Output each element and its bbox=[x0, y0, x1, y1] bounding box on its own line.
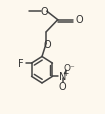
Text: O: O bbox=[43, 40, 51, 49]
Text: O⁻: O⁻ bbox=[63, 63, 75, 72]
Text: F: F bbox=[18, 59, 24, 69]
Text: N: N bbox=[59, 71, 66, 81]
Text: O: O bbox=[59, 82, 66, 91]
Text: O: O bbox=[40, 6, 48, 16]
Text: +: + bbox=[62, 69, 69, 78]
Text: O: O bbox=[75, 15, 83, 25]
